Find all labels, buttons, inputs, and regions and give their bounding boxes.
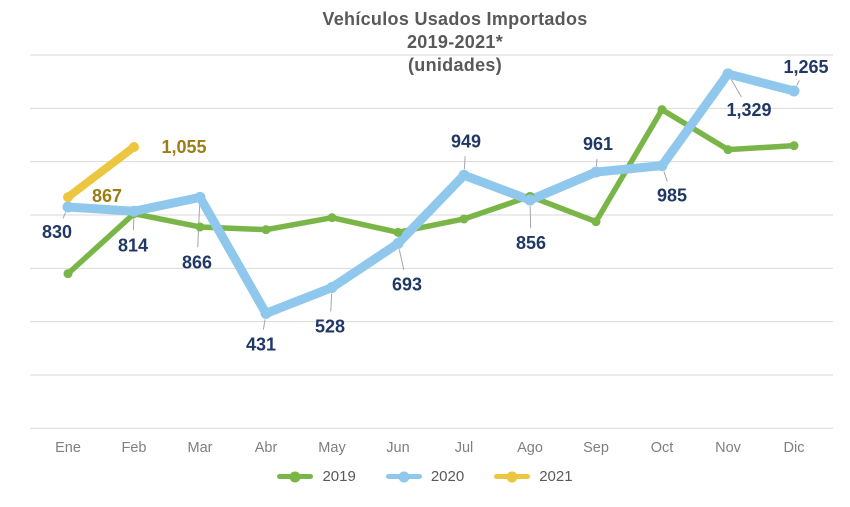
x-axis-label-sep: Sep — [583, 440, 609, 456]
legend-swatch-2020 — [385, 471, 422, 482]
data-label-2020-sep: 961 — [583, 134, 613, 154]
x-axis-label-ago: Ago — [517, 440, 543, 456]
data-label-2020-nov: 1,329 — [726, 100, 771, 120]
series-line-2021 — [64, 142, 138, 202]
x-axis-label-oct: Oct — [651, 440, 674, 456]
point-2019-dic — [789, 141, 799, 151]
data-label-2020-feb: 814 — [118, 235, 148, 255]
x-axis-label-abr: Abr — [255, 440, 278, 456]
chart-legend: 2019 2020 2021 — [0, 468, 850, 485]
point-2020-feb — [128, 205, 140, 217]
data-label-2020-abr: 431 — [246, 334, 276, 354]
legend-swatch-2021 — [494, 471, 531, 482]
point-2019-sep — [591, 217, 601, 227]
legend-swatch-2019 — [277, 471, 314, 482]
legend-dot-icon — [398, 471, 410, 482]
legend-label-2019: 2019 — [322, 468, 356, 485]
legend-item-2021: 2021 — [494, 468, 573, 485]
point-2020-ene — [62, 201, 74, 213]
point-2019-mar — [195, 222, 205, 232]
point-2019-may — [327, 213, 337, 223]
data-label-2020-mar: 866 — [182, 252, 212, 272]
point-2019-nov — [723, 145, 733, 155]
point-2020-jul — [458, 169, 470, 181]
point-2019-oct — [657, 105, 667, 115]
label-leader-line — [529, 206, 532, 229]
label-leader-line — [330, 293, 333, 312]
x-axis-label-may: May — [318, 440, 346, 456]
point-2021-feb — [129, 141, 139, 152]
point-2020-ago — [524, 194, 536, 206]
point-2019-ene — [63, 269, 73, 279]
series-line-2019 — [65, 106, 797, 277]
label-leader-line — [796, 80, 800, 86]
x-axis-label-ene: Ene — [55, 440, 81, 456]
label-leader-line — [663, 171, 668, 182]
point-2019-jul — [459, 214, 469, 224]
legend-item-2020: 2020 — [385, 468, 465, 485]
point-2020-abr — [260, 307, 272, 319]
label-leader-line — [398, 249, 405, 270]
data-label-2021-feb: 1,055 — [161, 137, 206, 157]
x-axis-label-jun: Jun — [386, 440, 409, 456]
data-label-2020-dic: 1,265 — [783, 57, 828, 77]
label-leader-line — [595, 158, 598, 167]
data-label-2020-ene: 830 — [42, 222, 72, 242]
x-axis-label-mar: Mar — [188, 440, 213, 456]
label-leader-line — [62, 212, 67, 219]
point-2019-jun — [393, 227, 403, 237]
x-axis-label-nov: Nov — [715, 440, 742, 456]
data-label-2020-jul: 949 — [451, 131, 481, 151]
legend-label-2021: 2021 — [539, 468, 573, 485]
point-2019-abr — [261, 225, 271, 235]
point-2021-ene — [63, 192, 73, 203]
legend-item-2019: 2019 — [277, 468, 356, 485]
label-leader-line — [730, 78, 742, 98]
legend-label-2020: 2020 — [430, 468, 465, 485]
legend-dot-icon — [506, 471, 518, 482]
point-2020-may — [326, 282, 338, 294]
label-leader-line — [262, 319, 266, 330]
point-2020-nov — [722, 68, 734, 80]
point-2020-sep — [590, 166, 602, 178]
point-2020-oct — [656, 160, 668, 172]
x-axis-label-feb: Feb — [122, 440, 147, 456]
x-axis-label-jul: Jul — [455, 440, 474, 456]
point-2020-dic — [788, 85, 800, 97]
data-label-2020-may: 528 — [315, 317, 345, 337]
legend-dot-icon — [289, 471, 301, 482]
point-2020-mar — [194, 191, 206, 203]
series-line-2020 — [63, 69, 799, 318]
label-leader-line — [463, 156, 466, 170]
data-label-2020-jun: 693 — [392, 275, 422, 295]
data-label-2021-ene: 867 — [92, 186, 122, 206]
x-axis-label-dic: Dic — [784, 440, 805, 456]
point-2020-jun — [392, 238, 404, 250]
data-label-2020-ago: 856 — [516, 233, 546, 253]
data-label-2020-oct: 985 — [657, 186, 687, 206]
